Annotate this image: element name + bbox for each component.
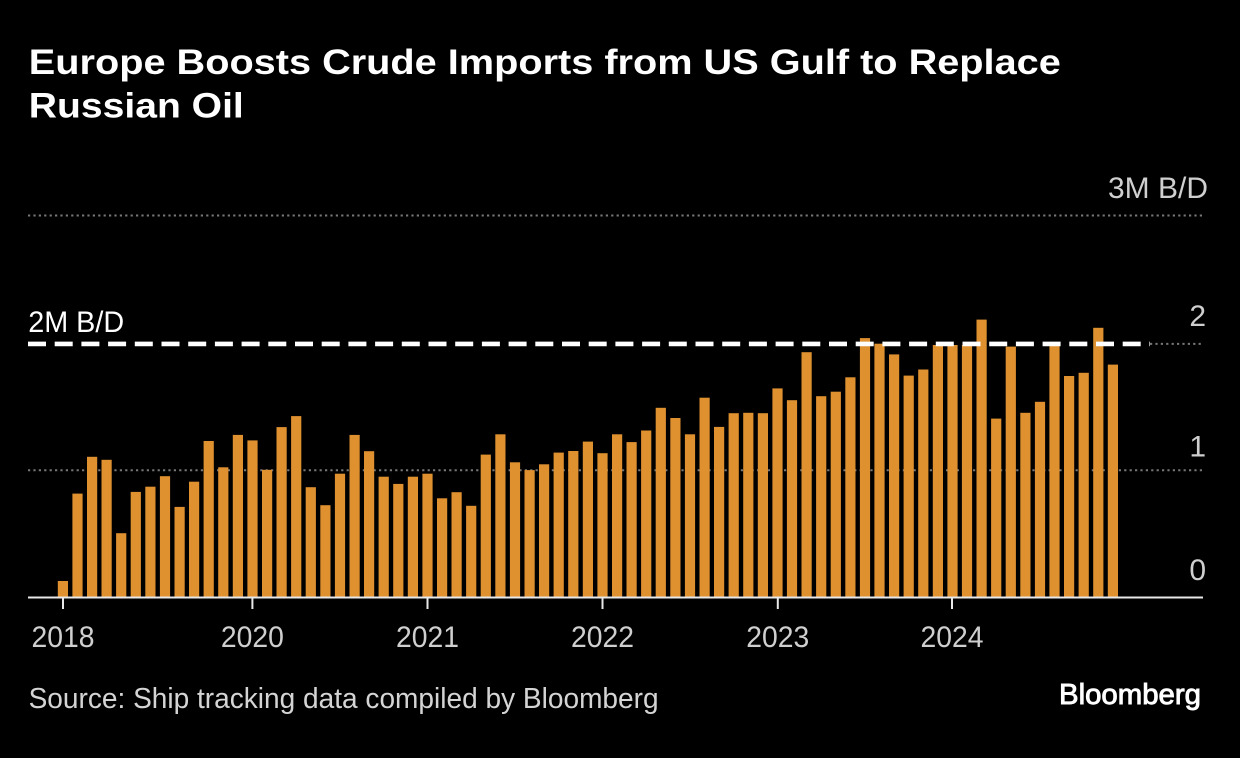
svg-text:2023: 2023 [746,621,809,654]
svg-text:0: 0 [1189,554,1206,587]
svg-text:Source: Ship tracking data com: Source: Ship tracking data compiled by B… [29,683,659,715]
svg-text:1: 1 [1189,431,1206,464]
svg-text:3M B/D: 3M B/D [1108,172,1208,205]
svg-text:2018: 2018 [32,621,95,654]
svg-text:2022: 2022 [571,621,634,654]
svg-text:2: 2 [1189,300,1206,333]
svg-text:Europe Boosts Crude Imports fr: Europe Boosts Crude Imports from US Gulf… [29,42,1061,82]
svg-text:2021: 2021 [396,621,459,654]
svg-text:Bloomberg: Bloomberg [1059,679,1201,711]
svg-text:Russian Oil: Russian Oil [29,85,244,125]
svg-text:2020: 2020 [221,621,284,654]
svg-text:2024: 2024 [921,621,984,654]
svg-text:2M B/D: 2M B/D [28,306,124,339]
